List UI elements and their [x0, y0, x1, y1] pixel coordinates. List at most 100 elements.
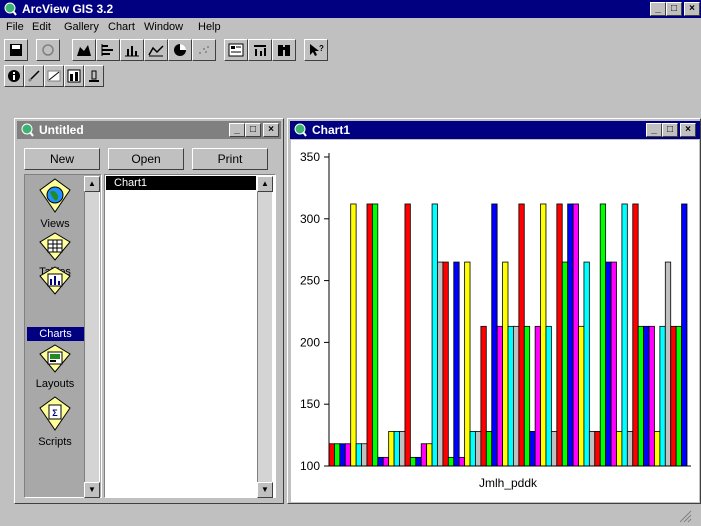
bar [447, 456, 455, 467]
resize-grip-icon[interactable] [678, 509, 692, 523]
project-window-title-bar: Untitled _ □ × [17, 121, 281, 139]
bar [453, 261, 460, 467]
erase-tool[interactable] [44, 65, 64, 87]
bar [485, 430, 493, 467]
bar [437, 261, 444, 467]
y-tick-label: 150 [300, 397, 320, 411]
xy-scatter-chart-button[interactable] [192, 39, 216, 61]
menu-bar: File Edit Gallery Chart Window Help [0, 19, 701, 37]
menu-help[interactable]: Help [198, 21, 221, 33]
bar [480, 325, 487, 467]
bar [442, 261, 449, 467]
area-chart-icon [77, 45, 91, 56]
series-from-records-button[interactable] [248, 39, 272, 61]
document-item-chart1[interactable]: Chart1 [114, 177, 148, 189]
column-chart-button[interactable] [120, 39, 144, 61]
layouts-page-icon [39, 344, 71, 373]
help-arrow-icon: ? [310, 44, 324, 56]
bar-select-tool[interactable] [84, 65, 104, 87]
bar [637, 325, 644, 467]
color-palette-icon [67, 69, 81, 83]
bar [507, 325, 514, 467]
bar [626, 430, 634, 467]
chart-element-properties-button[interactable] [224, 39, 248, 61]
views-globe-icon [39, 178, 71, 213]
info-icon [8, 70, 20, 82]
menu-chart[interactable]: Chart [108, 21, 135, 33]
bar [377, 456, 384, 467]
bar [361, 443, 368, 467]
bar [420, 443, 428, 467]
save-project-button[interactable] [4, 39, 28, 61]
bar [491, 203, 498, 467]
bar [366, 203, 373, 467]
find-button[interactable] [272, 39, 296, 61]
bar [529, 430, 536, 467]
bar [675, 325, 682, 467]
category-layouts[interactable]: Layouts [28, 344, 82, 390]
identify-tool[interactable] [4, 65, 24, 87]
area-chart-button[interactable] [72, 39, 96, 61]
help-button[interactable]: ? [304, 39, 328, 61]
chart-maximize-button[interactable]: □ [662, 123, 678, 137]
bar [496, 325, 503, 467]
bar [588, 430, 596, 467]
bar [599, 203, 607, 467]
document-scroll-up[interactable]: ▲ [257, 176, 273, 192]
bar [621, 203, 628, 467]
binoculars-icon [278, 45, 290, 56]
series-color-tool[interactable] [64, 65, 84, 87]
chart-close-button[interactable]: × [680, 123, 696, 137]
bar [643, 325, 650, 467]
project-window-title: Untitled [39, 123, 84, 137]
bar [409, 456, 417, 467]
bar [431, 203, 438, 467]
project-minimize-button[interactable]: _ [229, 123, 245, 137]
pie-chart-button[interactable] [168, 39, 192, 61]
project-maximize-button[interactable]: □ [245, 123, 261, 137]
document-scroll-down[interactable]: ▼ [257, 482, 273, 498]
list-item-selected[interactable] [106, 176, 256, 190]
bar [594, 430, 601, 467]
y-tick-label: 350 [300, 150, 320, 164]
pointer-tool[interactable] [24, 65, 44, 87]
bar-chart-button[interactable] [96, 39, 120, 61]
bar [458, 456, 465, 467]
category-scroll-up[interactable]: ▲ [84, 176, 100, 192]
bar [654, 430, 661, 467]
bar [415, 456, 422, 467]
chart-minimize-button[interactable]: _ [646, 123, 662, 137]
chart-window-title: Chart1 [312, 123, 351, 137]
category-label: Layouts [35, 378, 75, 390]
bar [388, 430, 395, 467]
menu-file[interactable]: File [6, 21, 24, 33]
print-button[interactable]: Print [192, 148, 268, 170]
menu-window[interactable]: Window [144, 21, 184, 33]
category-scripts[interactable]: Σ Scripts [28, 396, 82, 448]
category-label: Scripts [38, 436, 72, 448]
pointer-tool-icon [28, 70, 40, 82]
bar [339, 443, 346, 467]
svg-text:?: ? [319, 44, 324, 53]
line-chart-button[interactable] [144, 39, 168, 61]
new-button[interactable]: New [24, 148, 100, 170]
scripts-scroll-icon: Σ [39, 396, 71, 431]
project-close-button[interactable]: × [263, 123, 279, 137]
category-charts[interactable] [28, 266, 82, 299]
charts-selected-highlight [27, 327, 84, 341]
open-button[interactable]: Open [108, 148, 184, 170]
floppy-disk-icon [10, 44, 22, 56]
bar [464, 261, 471, 467]
document-scrollbar[interactable] [257, 176, 273, 496]
chart-properties-button[interactable] [36, 39, 60, 61]
chart-window-globe-icon [294, 123, 307, 137]
menu-edit[interactable]: Edit [32, 21, 51, 33]
menu-gallery[interactable]: Gallery [64, 21, 99, 33]
category-scroll-down[interactable]: ▼ [84, 482, 100, 498]
category-scrollbar[interactable] [84, 176, 100, 496]
category-views[interactable]: Views [28, 178, 82, 230]
close-app-button[interactable]: × [684, 2, 700, 16]
app-title-bar: ArcView GIS 3.2 _ □ × [0, 0, 701, 18]
minimize-app-button[interactable]: _ [650, 2, 666, 16]
maximize-app-button[interactable]: □ [666, 2, 682, 16]
